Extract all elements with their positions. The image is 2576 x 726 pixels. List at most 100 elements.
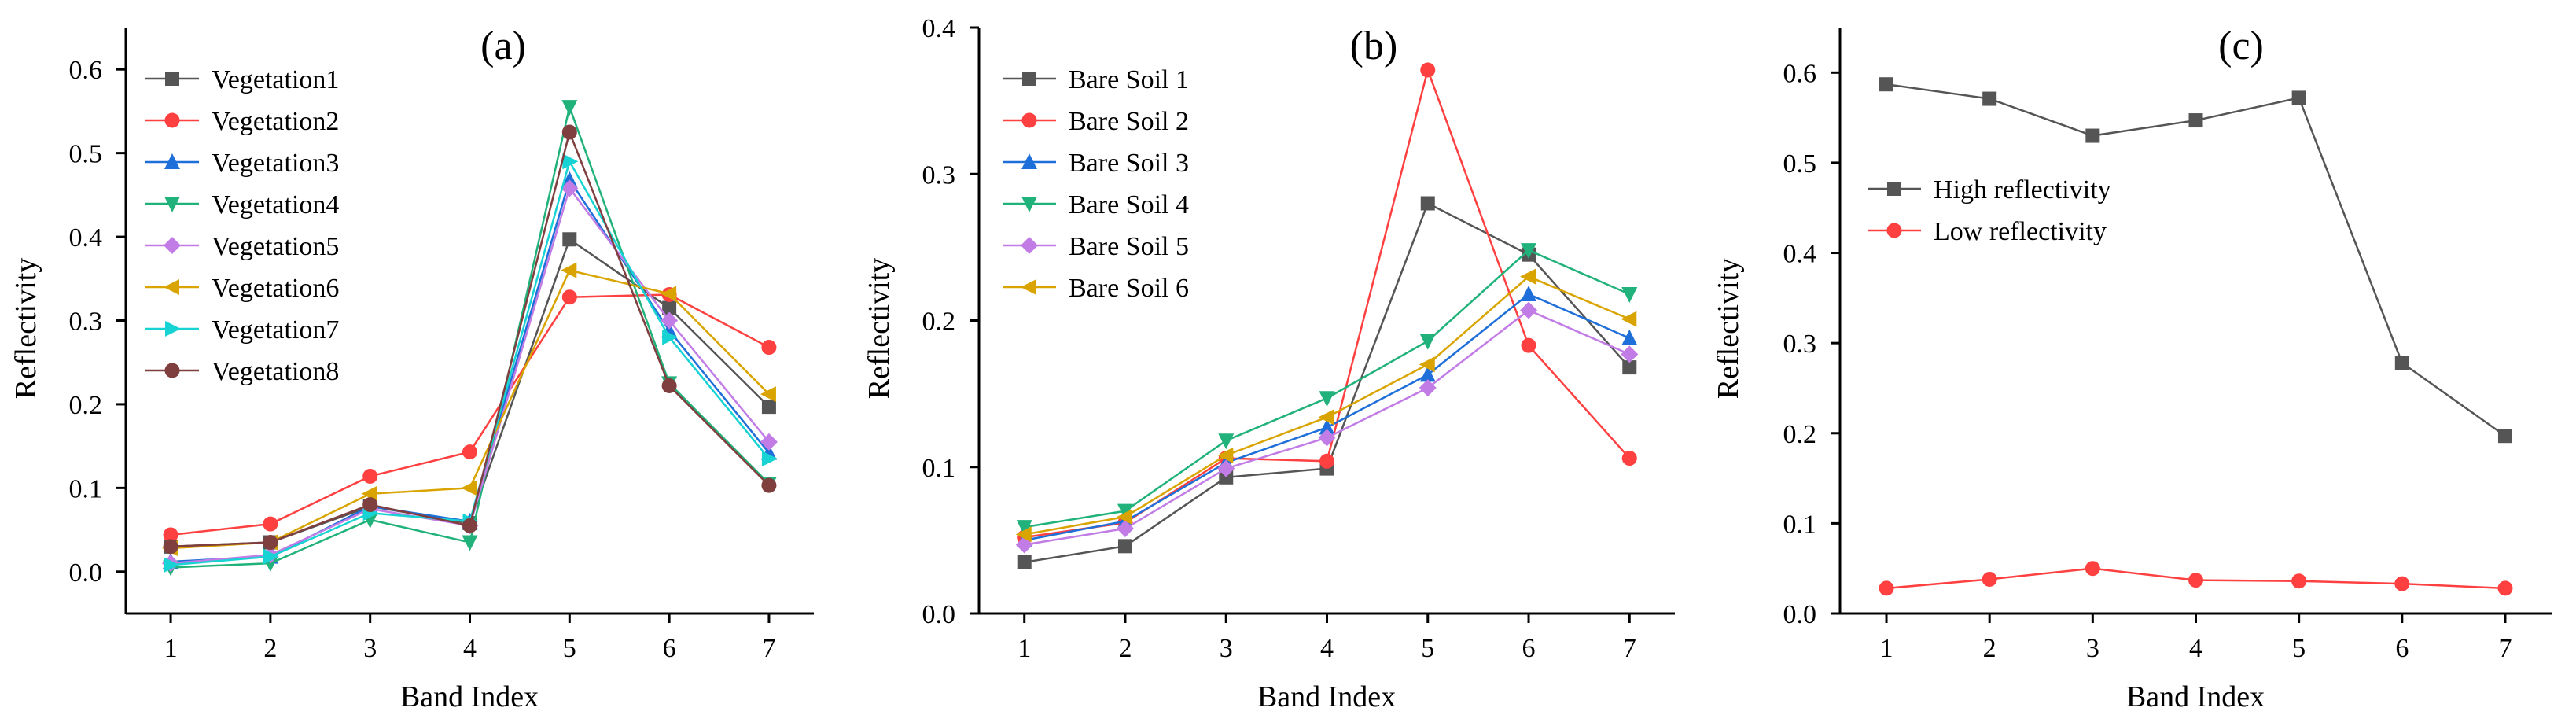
data-point: [661, 311, 679, 330]
data-point: [1420, 196, 1435, 211]
data-point: [1318, 429, 1336, 447]
panel-b: 0.0 0.1 0.2 0.3 0.4 1 2 3 4 5 6 7 Band Index Reflecti…: [863, 14, 1675, 713]
legend-label: Bare Soil 3: [1069, 149, 1189, 178]
x-tick-label: 7: [2498, 634, 2512, 663]
data-point: [1520, 301, 1538, 319]
data-point: [761, 451, 778, 467]
series-vegetation8: [163, 124, 777, 555]
legend-label: High reflectivity: [1934, 175, 2111, 205]
data-point: [263, 516, 278, 532]
y-tick-label: 0.2: [69, 391, 103, 420]
data-point: [1419, 356, 1435, 373]
x-tick-label: 6: [2395, 634, 2409, 663]
legend-item: Vegetation2: [145, 107, 339, 136]
legend-marker: [164, 363, 180, 378]
legend-item: Bare Soil 4: [1003, 190, 1189, 219]
legend-label: Vegetation4: [212, 190, 339, 219]
data-point: [1218, 433, 1235, 450]
data-point: [661, 378, 677, 394]
legend-marker: [1886, 223, 1902, 238]
legend-item: Vegetation4: [145, 190, 339, 219]
x-tick-label: 5: [563, 634, 576, 663]
legend-marker: [1021, 153, 1037, 169]
data-point: [561, 179, 579, 197]
x-tick-label: 4: [1320, 634, 1334, 663]
data-point: [561, 100, 578, 116]
data-point: [1419, 366, 1436, 382]
x-tick-label: 3: [1220, 634, 1233, 663]
y-tick-label: 0.0: [922, 600, 956, 629]
data-point: [561, 124, 577, 140]
panel-title: (b): [1350, 24, 1398, 68]
y-axis-label: Reflectivity: [9, 258, 42, 399]
data-point: [2188, 573, 2203, 588]
y-tick-label: 0.1: [69, 474, 103, 503]
data-point: [1017, 555, 1032, 569]
data-point: [1621, 286, 1638, 303]
data-point: [561, 262, 577, 278]
y-tick-label: 0.5: [1783, 149, 1817, 179]
data-point: [1621, 329, 1638, 345]
y-tick-label: 0.2: [1783, 420, 1817, 449]
data-point: [1521, 243, 1537, 260]
data-point: [462, 535, 478, 551]
x-tick-label: 4: [463, 634, 477, 663]
data-point: [1879, 77, 1894, 92]
y-axis-label: Reflectivity: [1712, 258, 1745, 399]
x-tick-label: 2: [1983, 634, 1996, 663]
data-point: [1621, 451, 1637, 466]
y-tick-label: 0.6: [1783, 59, 1817, 88]
data-point: [1217, 447, 1234, 463]
data-point: [1117, 503, 1133, 520]
data-point: [1319, 453, 1334, 469]
data-point: [1318, 409, 1334, 426]
legend-item: Vegetation5: [145, 232, 339, 261]
data-point: [1219, 470, 1234, 485]
x-tick-label: 6: [1522, 634, 1536, 663]
x-tick-label: 2: [263, 634, 277, 663]
legend-marker: [1021, 237, 1038, 254]
data-point: [661, 286, 677, 302]
legend-item: Vegetation6: [145, 274, 339, 303]
data-point: [164, 557, 180, 573]
legend-marker: [1021, 279, 1036, 295]
legend-item: Vegetation7: [145, 315, 339, 345]
data-point: [2291, 573, 2307, 589]
data-point: [1116, 509, 1132, 525]
x-tick-label: 1: [164, 634, 178, 663]
legend-item: Bare Soil 5: [1003, 232, 1189, 261]
data-point: [1217, 459, 1235, 477]
data-point: [1419, 379, 1437, 397]
legend-label: Bare Soil 5: [1069, 232, 1189, 261]
legend-label: Vegetation6: [212, 274, 339, 303]
series-bare-soil-4: [1016, 243, 1638, 536]
data-point: [2394, 356, 2409, 370]
legend-label: Bare Soil 1: [1069, 65, 1189, 94]
x-axis-label: Band Index: [1257, 680, 1396, 713]
data-point: [1116, 519, 1134, 537]
data-point: [2188, 113, 2203, 128]
legend-item: Bare Soil 6: [1003, 274, 1189, 303]
y-tick-label: 0.4: [922, 14, 956, 43]
data-point: [2497, 580, 2513, 596]
data-point: [362, 468, 378, 484]
legend-marker: [1021, 197, 1037, 212]
data-point: [761, 400, 776, 415]
legend-item: Bare Soil 2: [1003, 107, 1189, 136]
x-tick-label: 1: [1018, 634, 1031, 663]
legend-marker: [1022, 72, 1036, 86]
y-tick-label: 0.1: [1783, 510, 1817, 539]
panel-c: 0.0 0.1 0.2 0.3 0.4 0.5 0.6 1 2 3 4 5 6 7 Band Index Re…: [1712, 24, 2552, 713]
data-point: [2085, 128, 2100, 143]
data-point: [1520, 268, 1536, 285]
data-point: [562, 232, 577, 247]
legend-label: Low reflectivity: [1934, 217, 2107, 246]
series-bare-soil-5: [1015, 301, 1639, 554]
x-tick-label: 2: [1118, 634, 1132, 663]
legend-label: Vegetation5: [212, 232, 339, 261]
data-point: [362, 497, 378, 513]
data-point: [2085, 561, 2100, 577]
y-tick-label: 0.0: [1783, 600, 1817, 629]
data-point: [760, 386, 776, 403]
y-tick-label: 0.4: [1783, 240, 1817, 269]
